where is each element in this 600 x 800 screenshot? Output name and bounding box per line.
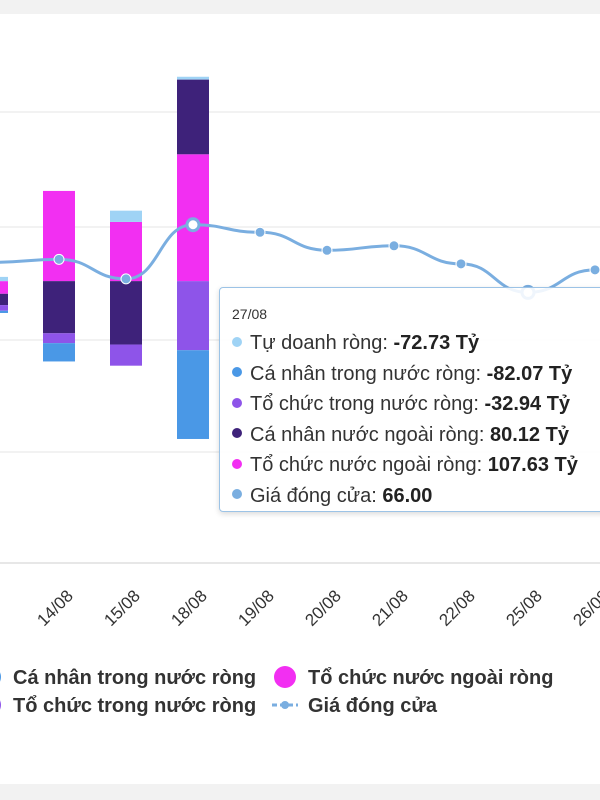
tooltip-row: Giá đóng cửa: 66.00 [232, 481, 600, 512]
bar-segment [177, 350, 209, 439]
tooltip-label: Tự doanh ròng: [250, 332, 394, 354]
legend-circle-icon [0, 672, 1, 682]
x-tick-label: 25/08 [502, 586, 546, 630]
x-tick-label: 14/08 [33, 586, 77, 630]
price-point [185, 217, 201, 233]
tooltip-label: Cá nhân trong nước ròng: [250, 362, 487, 385]
tooltip-value: 66.00 [382, 484, 433, 507]
legend-label: Cá nhân trong nước ròng [13, 667, 256, 689]
bar-segment [0, 281, 8, 294]
legend-line-icon [281, 701, 289, 709]
tooltip-row: Tổ chức trong nước ròng: -32.94 Tỷ [232, 389, 600, 420]
x-tick-label: 26/08 [569, 586, 600, 630]
legend-circle-icon [0, 700, 1, 710]
x-tick-label: 21/08 [368, 586, 412, 630]
bar-segment [0, 276, 8, 282]
price-point [589, 264, 600, 276]
bar-segment [177, 76, 209, 80]
legend-label: Tổ chức trong nước ròng [13, 695, 256, 717]
bar-segment [110, 210, 142, 222]
tooltip-dot-icon [232, 397, 242, 408]
tooltip-label: Tổ chức nước ngoài ròng: [250, 454, 488, 476]
bar-segment [110, 221, 142, 282]
tooltip-row: Cá nhân trong nước ròng: -82.07 Tỷ [232, 359, 600, 390]
bar-segment [43, 281, 75, 334]
price-point [254, 226, 266, 238]
x-tick-label: 18/08 [167, 586, 211, 630]
bar-segment [0, 305, 8, 311]
x-tick-label: 19/08 [234, 586, 278, 630]
x-tick-label: 22/08 [435, 586, 479, 630]
tooltip-dot-icon [232, 336, 242, 347]
bar-segment [43, 343, 75, 362]
price-point [455, 258, 467, 270]
bar-segment [110, 281, 142, 345]
legend-label: Tổ chức nước ngoài ròng [308, 667, 553, 689]
price-point [321, 244, 333, 256]
bar-segment [43, 190, 75, 282]
chart-tooltip: 27/08 Tự doanh ròng: -72.73 Tỷ Cá nhân t… [219, 287, 600, 512]
tooltip-value: -72.73 Tỷ [393, 332, 480, 354]
tooltip-value: -32.94 Tỷ [484, 393, 571, 415]
tooltip-label: Tổ chức trong nước ròng: [250, 393, 485, 415]
tooltip-label: Cá nhân nước ngoài ròng: [250, 423, 490, 446]
tooltip-row: Tổ chức nước ngoài ròng: 107.63 Tỷ [232, 450, 600, 481]
price-point [120, 273, 132, 285]
x-tick-label: 15/08 [100, 586, 144, 630]
price-point [53, 253, 65, 265]
tooltip-value: -82.07 Tỷ [486, 362, 573, 385]
x-tick-label: 20/08 [301, 586, 345, 630]
tooltip-dot-icon [232, 489, 242, 500]
tooltip-value: 80.12 Tỷ [490, 423, 569, 446]
tooltip-row: Tự doanh ròng: -72.73 Tỷ [232, 328, 600, 359]
price-line [0, 223, 600, 294]
bar-segment [0, 310, 8, 313]
tooltip-date: 27/08 [232, 306, 268, 322]
legend-label: Giá đóng cửa [308, 695, 438, 717]
tooltip-value: 107.63 Tỷ [487, 454, 578, 476]
bar-segment [177, 79, 209, 155]
tooltip-dot-icon [232, 367, 242, 378]
tooltip-label: Giá đóng cửa: [250, 484, 383, 507]
tooltip-dot-icon [232, 428, 242, 439]
price-point [388, 240, 400, 252]
bar-segment [177, 281, 209, 351]
tooltip-dot-icon [232, 458, 242, 469]
bar-segment [110, 344, 142, 366]
bar-segment [43, 333, 75, 344]
bar-segment [0, 293, 8, 306]
legend-circle-icon [274, 666, 296, 688]
tooltip-row: Cá nhân nước ngoài ròng: 80.12 Tỷ [232, 420, 600, 451]
